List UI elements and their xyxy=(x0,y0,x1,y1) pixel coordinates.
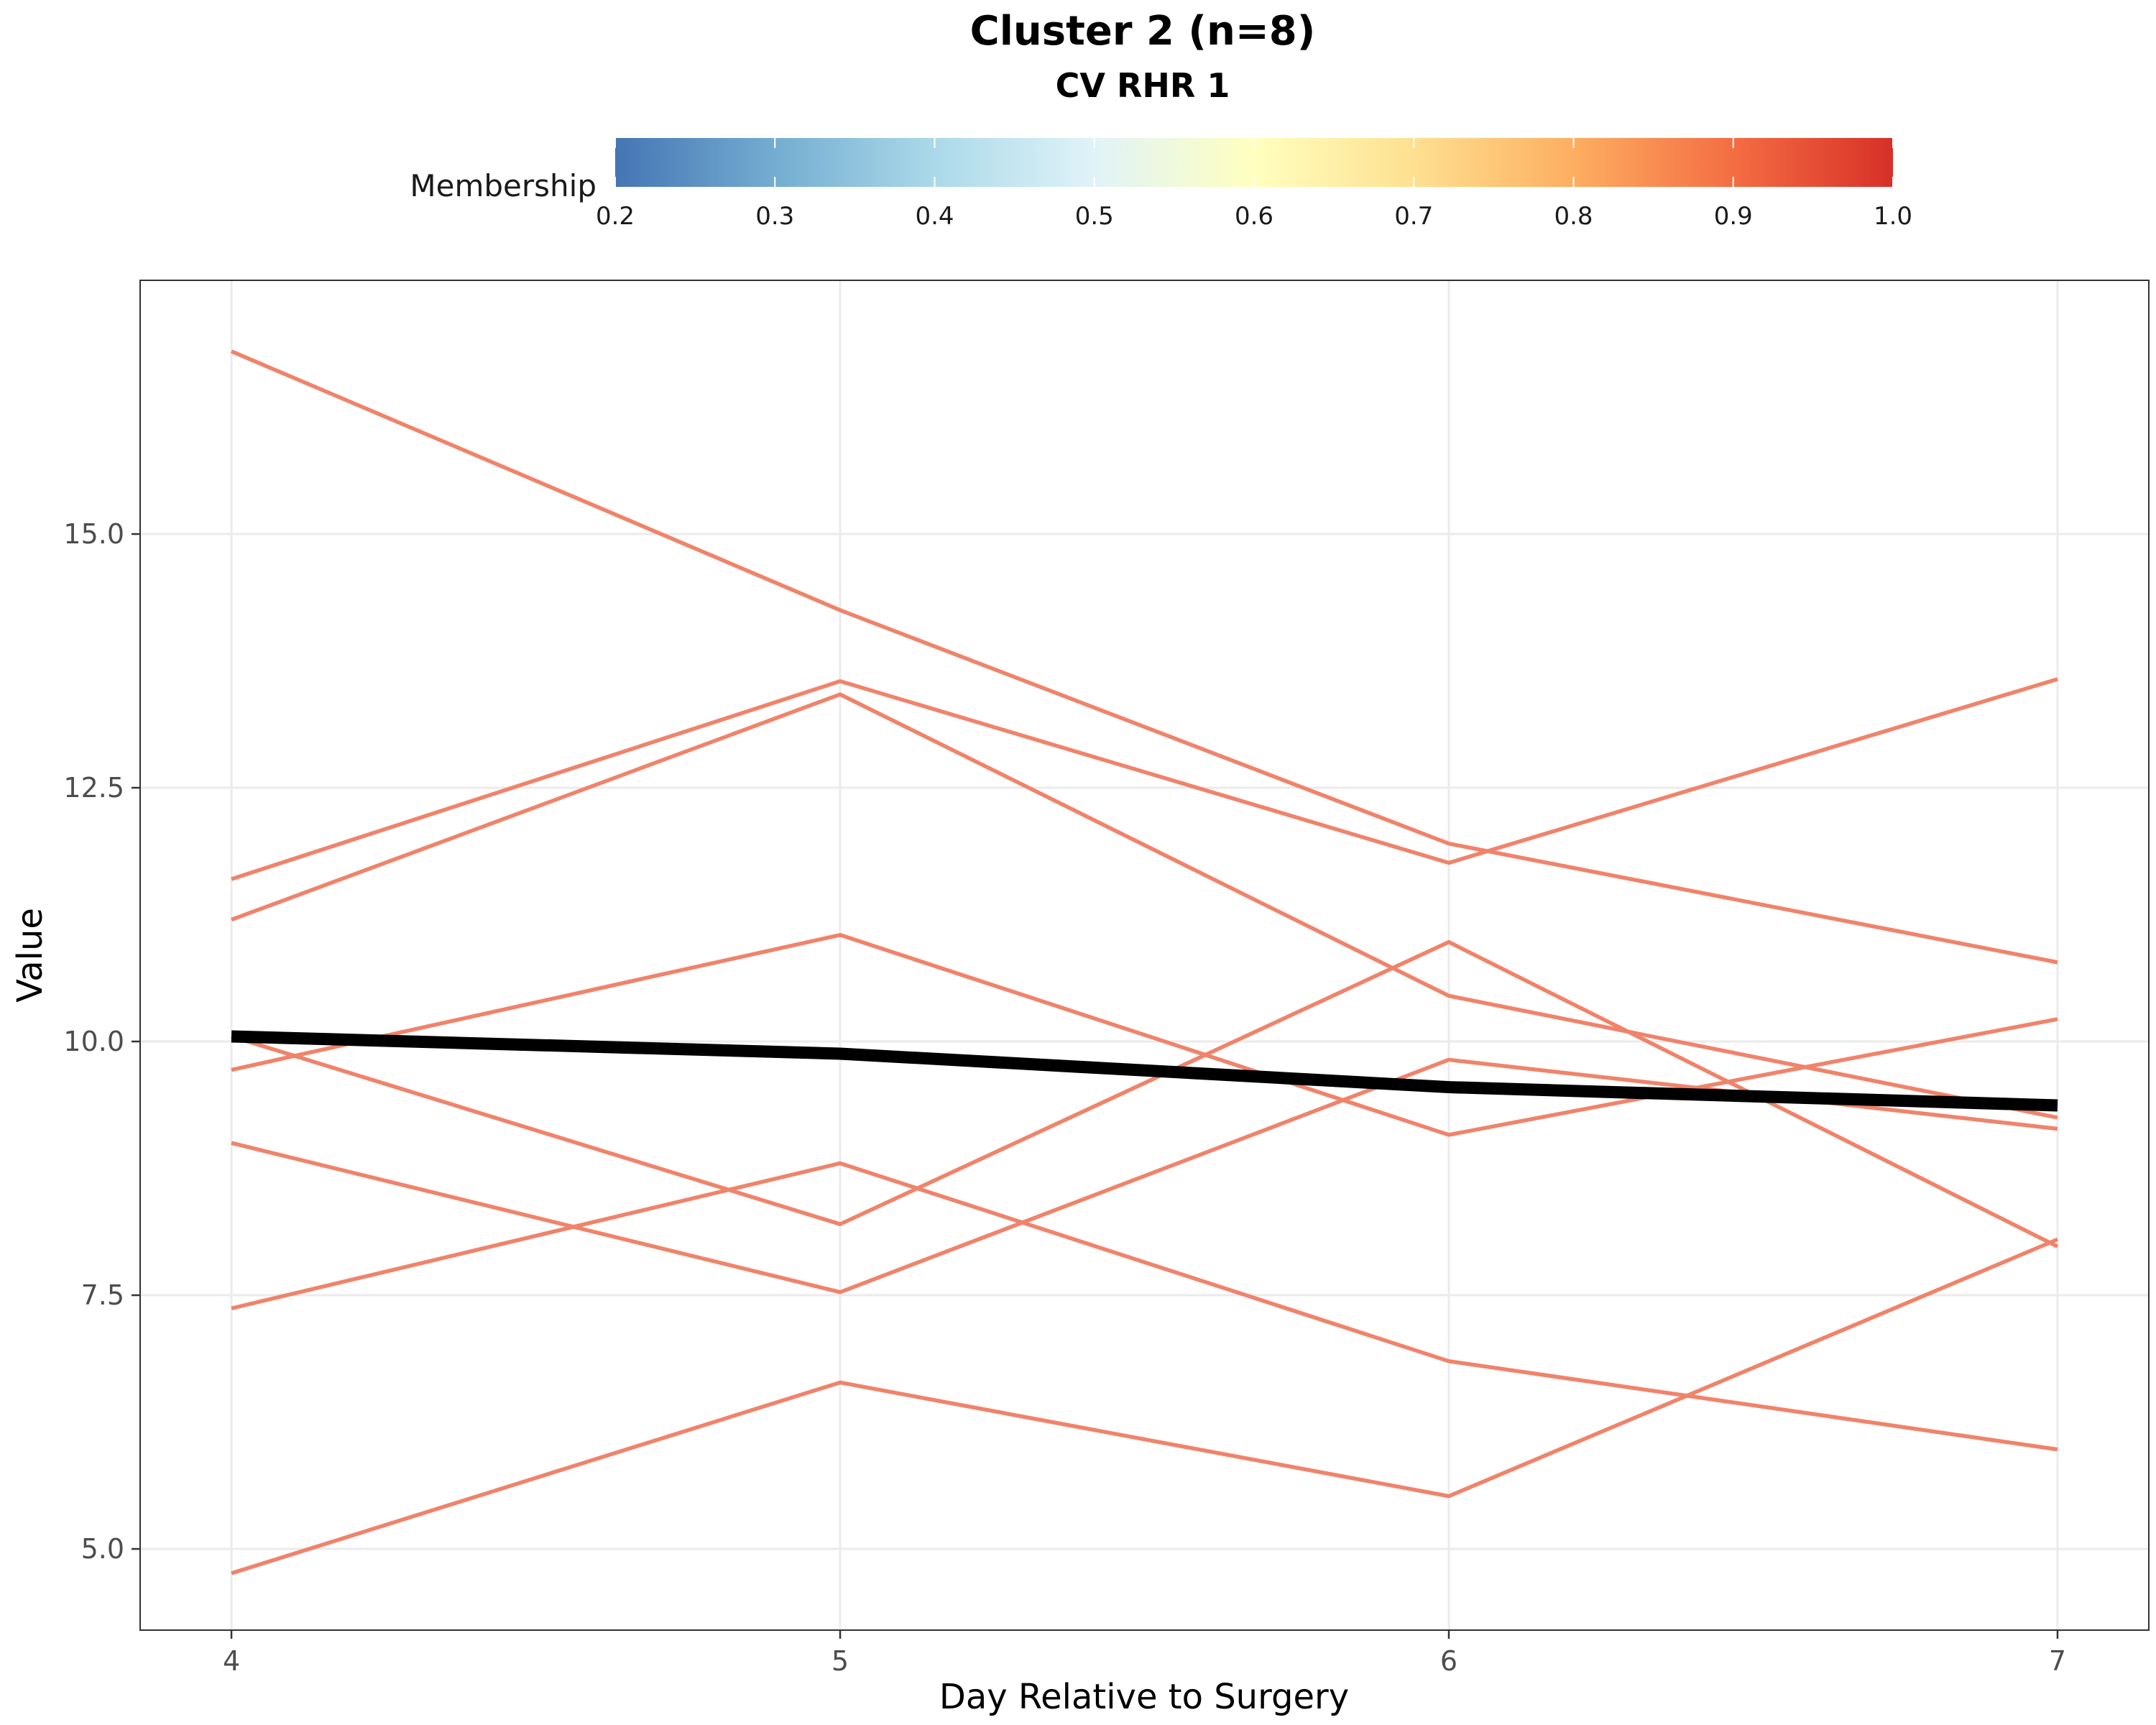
mean-line-layer xyxy=(231,1030,2058,1112)
y-tick-label: 10.0 xyxy=(63,1026,124,1057)
x-axis-label: Day Relative to Surgery xyxy=(939,1677,1349,1717)
x-tick-label: 4 xyxy=(223,1645,240,1677)
y-tick-label: 15.0 xyxy=(63,518,124,550)
plot-background xyxy=(140,280,2149,1630)
colorbar-tick-label: 0.3 xyxy=(755,202,794,231)
chart-title: Cluster 2 (n=8) xyxy=(970,8,1316,55)
legend: Membership 0.2 0.3 0.4 0.5 0.6 0.7 0.8 0.9 1.0 xyxy=(410,138,1912,231)
y-tick-label: 7.5 xyxy=(81,1279,124,1311)
series-line xyxy=(230,349,2058,965)
colorbar-tick-label: 0.4 xyxy=(915,202,954,231)
x-tick-label: 6 xyxy=(1440,1645,1457,1677)
chart-subtitle: CV RHR 1 xyxy=(1056,66,1230,105)
plot-area xyxy=(139,280,2150,1631)
x-axis: 4 5 6 7 xyxy=(223,1630,2066,1677)
colorbar-tick-label: 1.0 xyxy=(1874,202,1912,231)
legend-title: Membership xyxy=(410,168,596,203)
colorbar-tick-label: 0.8 xyxy=(1554,202,1593,231)
colorbar-tick-label: 0.2 xyxy=(596,202,635,231)
x-tick-label: 7 xyxy=(2049,1645,2066,1677)
colorbar-tick-label: 0.6 xyxy=(1235,202,1273,231)
series-line xyxy=(231,933,2058,1137)
y-axis: 5.0 7.5 10.0 12.5 15.0 xyxy=(63,518,140,1565)
mean-line xyxy=(231,1030,2058,1112)
colorbar-tick-label: 0.9 xyxy=(1714,202,1753,231)
series-lines xyxy=(230,349,2059,1576)
series-line xyxy=(231,1237,2059,1576)
series-line xyxy=(231,677,2058,881)
plot-border xyxy=(139,280,2150,1631)
grid-lines xyxy=(140,280,2149,1630)
colorbar-tick-label: 0.5 xyxy=(1075,202,1114,231)
y-tick-label: 5.0 xyxy=(81,1533,124,1565)
y-axis-label: Value xyxy=(10,908,50,1003)
x-tick-label: 5 xyxy=(831,1645,849,1677)
colorbar-tick-label: 0.7 xyxy=(1394,202,1433,231)
series-line xyxy=(231,692,2058,1120)
series-line xyxy=(231,1161,2058,1452)
y-tick-label: 12.5 xyxy=(63,772,124,804)
colorbar-ticks: 0.2 0.3 0.4 0.5 0.6 0.7 0.8 0.9 1.0 xyxy=(596,138,1912,231)
